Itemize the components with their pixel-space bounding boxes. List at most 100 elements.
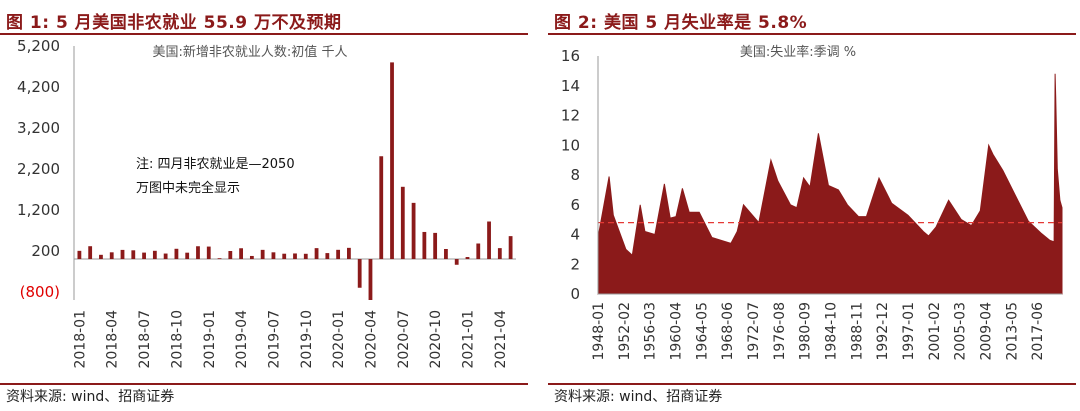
x-tick-label: 1952-02 bbox=[617, 302, 633, 361]
y-tick-label: 1,200 bbox=[17, 201, 60, 219]
x-tick-label: 2019-01 bbox=[202, 310, 218, 369]
y-tick-label: 2,200 bbox=[17, 160, 60, 178]
bar-2020-12 bbox=[454, 259, 459, 265]
x-tick-label: 2018-01 bbox=[72, 310, 88, 369]
bar-2018-06 bbox=[131, 250, 136, 260]
bar-2019-10 bbox=[303, 253, 308, 260]
y-tick-label: (800) bbox=[20, 283, 60, 301]
x-tick-label: 2013-05 bbox=[1004, 302, 1020, 361]
unemployment-rate-chart: 美国:失业率:季调 % 0 2 4 6 8 10 12 14 16 1948-01 1952-02 1… bbox=[561, 44, 1063, 361]
x-tick-label: 1992-12 bbox=[875, 302, 891, 361]
bar-2019-05 bbox=[249, 255, 254, 260]
bar-2020-11 bbox=[444, 248, 448, 260]
bar-2020-09 bbox=[422, 231, 427, 260]
bar-2018-09 bbox=[163, 253, 168, 260]
x-tick-label: 1984-10 bbox=[824, 302, 840, 361]
y-tick-label: 6 bbox=[570, 196, 580, 214]
x-tick-label: 1960-04 bbox=[669, 302, 685, 361]
chart-2-legend-title: 美国:失业率:季调 % bbox=[740, 44, 856, 60]
bar-2020-07 bbox=[400, 186, 405, 260]
y-tick-label: 8 bbox=[570, 166, 580, 184]
y-tick-label: 200 bbox=[31, 242, 60, 260]
x-tick-label: 2020-04 bbox=[363, 310, 379, 369]
bar-2021-05 bbox=[508, 236, 513, 260]
x-tick-label: 2018-10 bbox=[169, 310, 185, 369]
bar-2019-11 bbox=[314, 248, 319, 260]
bar-2020-04 bbox=[368, 259, 373, 300]
bar-2019-02 bbox=[217, 258, 222, 260]
bar-2020-03 bbox=[357, 259, 362, 288]
nonfarm-payrolls-panel: 图 1: 5 月美国非农就业 55.9 万不及预期 美国:新增非农就业人数:初值… bbox=[0, 0, 532, 411]
y-tick-label: 10 bbox=[561, 136, 580, 154]
chart-1-legend-title: 美国:新增非农就业人数:初值 千人 bbox=[153, 44, 348, 60]
bar-2019-07 bbox=[271, 252, 276, 260]
x-tick-label: 2019-10 bbox=[299, 310, 315, 369]
x-tick-label: 2019-07 bbox=[266, 310, 282, 369]
unemployment-area-series bbox=[597, 73, 1063, 295]
bar-2021-01 bbox=[465, 257, 470, 260]
x-tick-label: 1980-09 bbox=[798, 302, 814, 361]
bar-2018-07 bbox=[142, 252, 146, 260]
x-tick-label: 2009-04 bbox=[979, 302, 995, 361]
x-tick-label: 2018-07 bbox=[137, 310, 153, 369]
bar-2020-06 bbox=[390, 62, 394, 260]
y-tick-label: 3,200 bbox=[17, 119, 60, 137]
title-rule bbox=[548, 33, 1076, 35]
nonfarm-payrolls-chart: 美国:新增非农就业人数:初值 千人 注: 四月非农就业是—2050 万图中未完全… bbox=[17, 37, 516, 369]
bar-2020-08 bbox=[411, 202, 416, 260]
x-tick-label: 2019-04 bbox=[234, 310, 250, 369]
bar-2019-08 bbox=[282, 253, 287, 260]
source-note: 资料来源: wind、招商证券 bbox=[6, 389, 175, 405]
y-tick-label: 4,200 bbox=[17, 78, 60, 96]
bar-2018-11 bbox=[185, 252, 190, 260]
bar-2020-05 bbox=[379, 156, 384, 260]
bar-2019-03 bbox=[228, 251, 233, 260]
x-tick-label: 1976-08 bbox=[772, 302, 788, 361]
bar-2018-03 bbox=[99, 254, 103, 260]
figure-2-title: 图 2: 美国 5 月失业率是 5.8% bbox=[554, 13, 808, 33]
x-tick-label: 2020-07 bbox=[396, 310, 412, 369]
x-tick-label: 2020-01 bbox=[331, 310, 347, 369]
bar-2020-10 bbox=[433, 232, 438, 260]
source-note: 资料来源: wind、招商证券 bbox=[554, 389, 723, 405]
source-rule bbox=[548, 383, 1076, 385]
source-rule bbox=[0, 383, 528, 385]
bar-2018-04 bbox=[109, 252, 114, 260]
x-tick-label: 1968-06 bbox=[720, 302, 736, 361]
bar-2018-10 bbox=[174, 248, 179, 260]
y-tick-label: 5,200 bbox=[17, 37, 60, 55]
chart-1-annotation-line-1: 注: 四月非农就业是—2050 bbox=[136, 157, 295, 172]
x-tick-label: 2020-10 bbox=[428, 310, 444, 369]
bar-2019-12 bbox=[325, 253, 330, 260]
y-tick-label: 2 bbox=[570, 255, 580, 273]
x-tick-label: 2017-06 bbox=[1030, 302, 1046, 361]
x-tick-label: 1972-07 bbox=[746, 302, 762, 361]
title-rule bbox=[0, 33, 528, 35]
y-tick-label: 14 bbox=[561, 77, 580, 95]
bar-2019-04 bbox=[239, 248, 243, 260]
bar-2018-02 bbox=[88, 246, 93, 260]
unemployment-rate-panel: 图 2: 美国 5 月失业率是 5.8% 美国:失业率:季调 % 0 2 4 6 8 10… bbox=[548, 0, 1080, 411]
x-tick-label: 1956-03 bbox=[643, 302, 659, 361]
x-tick-label: 2018-04 bbox=[105, 310, 121, 369]
bar-2021-03 bbox=[487, 221, 491, 260]
bar-2018-05 bbox=[120, 249, 125, 260]
bar-2019-01 bbox=[206, 246, 211, 260]
x-tick-label: 2005-03 bbox=[953, 302, 969, 361]
bar-2018-01 bbox=[77, 250, 82, 260]
x-tick-label: 1964-05 bbox=[694, 302, 710, 361]
x-tick-label: 2001-02 bbox=[927, 302, 943, 361]
x-tick-label: 1988-11 bbox=[849, 302, 865, 361]
y-tick-label: 12 bbox=[561, 107, 580, 125]
bar-2021-02 bbox=[476, 243, 481, 260]
x-tick-label: 1948-01 bbox=[591, 302, 607, 361]
bar-2021-04 bbox=[497, 248, 502, 260]
y-tick-label: 4 bbox=[570, 226, 580, 244]
y-tick-label: 16 bbox=[561, 47, 580, 65]
bar-2018-12 bbox=[196, 246, 200, 260]
x-tick-label: 2021-01 bbox=[460, 310, 476, 369]
y-tick-label: 0 bbox=[570, 285, 580, 303]
x-tick-label: 2021-04 bbox=[493, 310, 509, 369]
bar-2020-01 bbox=[336, 249, 341, 260]
figure-1-title: 图 1: 5 月美国非农就业 55.9 万不及预期 bbox=[6, 13, 342, 33]
